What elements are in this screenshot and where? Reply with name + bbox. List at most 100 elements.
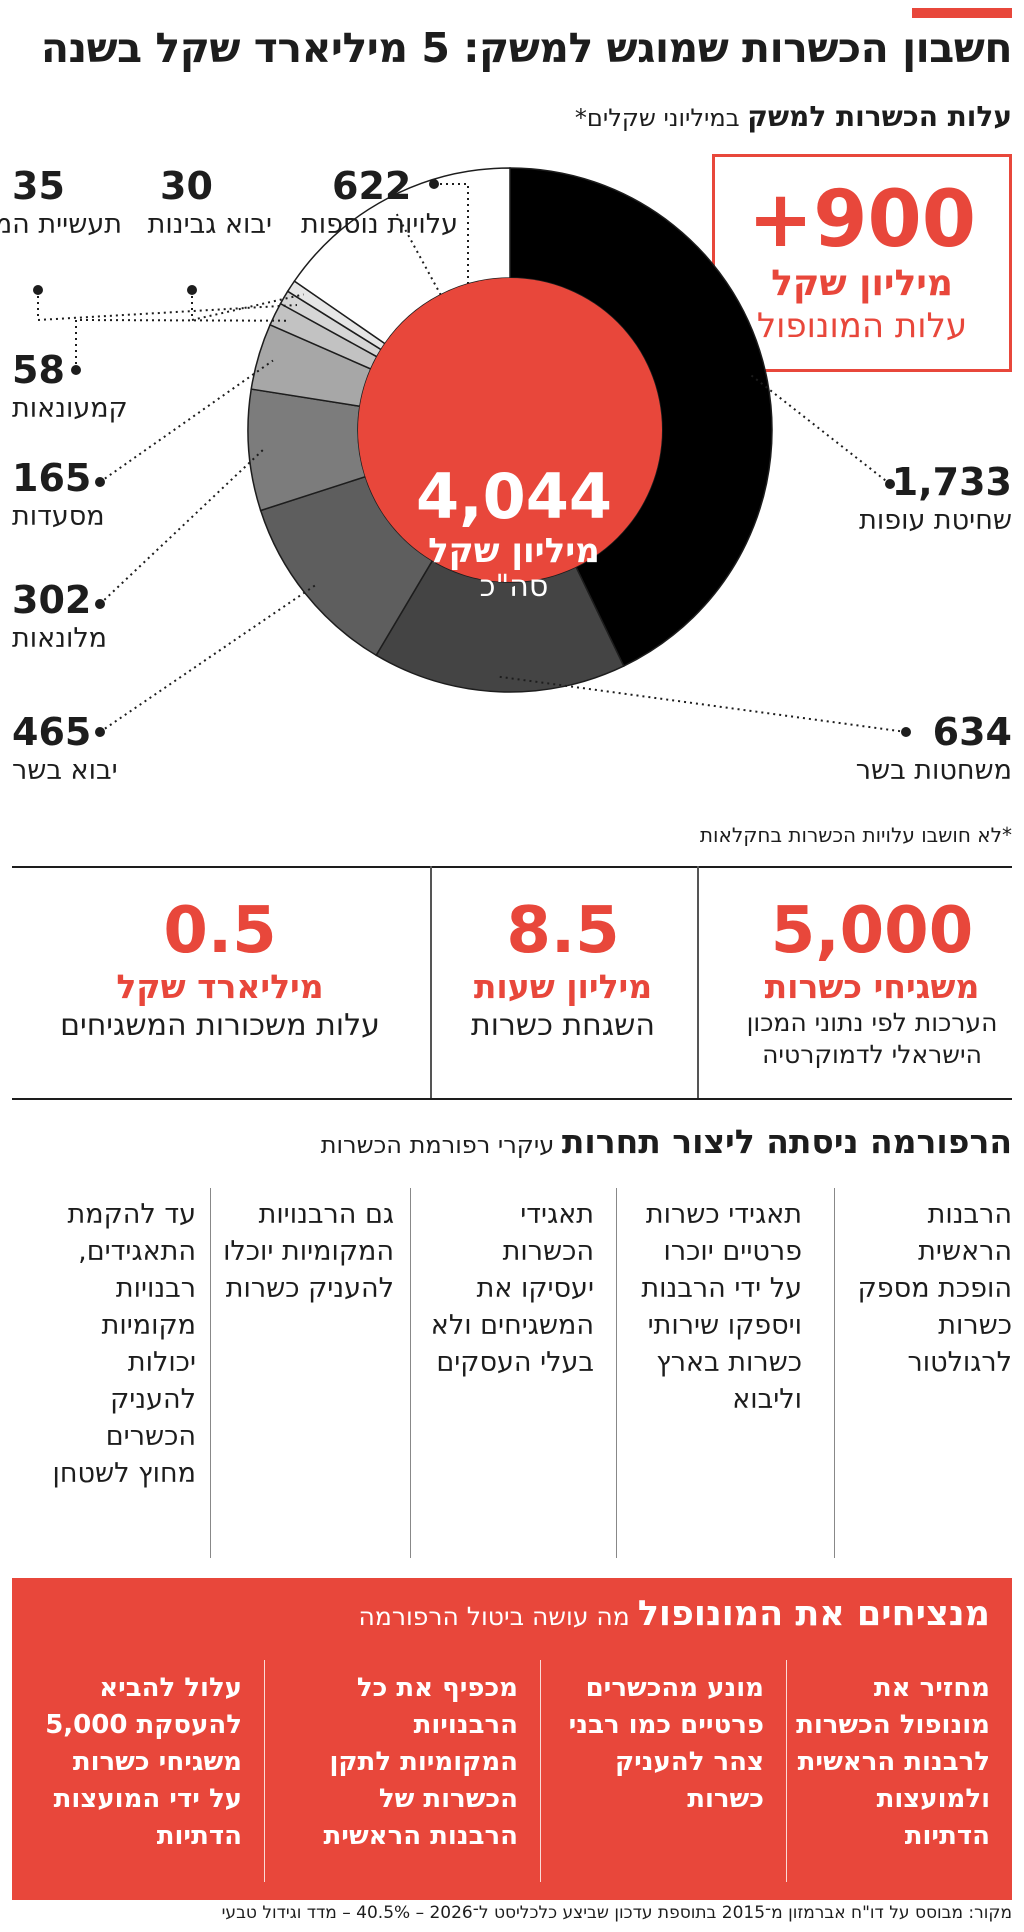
- repeal-heading-bold: מנציחים את המונופול: [637, 1594, 990, 1634]
- slice-label-cheese-import: 30 יבוא גבינות: [147, 164, 272, 241]
- repeal-point: מחזיר את מונופול הכשרות לרבנות הראשית ול…: [796, 1673, 990, 1851]
- column-divider: [264, 1660, 265, 1882]
- slice-label-slaughterhouses: 634 משחטות בשר: [856, 710, 1012, 787]
- chart-center-label: 4,044 מיליון שקל סה"כ: [384, 462, 644, 604]
- leader-dot: [71, 365, 81, 375]
- leader-dot: [885, 479, 895, 489]
- reform-point: תאגידי הכשרות יעסיקו את המשגיחים ולא בעל…: [430, 1199, 594, 1378]
- monopoly-cost-unit: מיליון שקל: [771, 263, 953, 304]
- slice-value: 35: [12, 164, 65, 208]
- divider: [12, 866, 1012, 868]
- chart-total-label: סה"כ: [479, 569, 549, 604]
- repeal-heading-sub: מה עושה ביטול הרפורמה: [358, 1602, 638, 1631]
- source-credit: מקור: מבוסס על דו"ח אברמזון מ־2015 בתוספ…: [221, 1903, 1012, 1923]
- stat-salaries: 0.5 מיליארד שקל עלות משכורות המשגיחים: [12, 895, 428, 1045]
- divider: [12, 1098, 1012, 1100]
- leader-dot: [429, 179, 439, 189]
- stat-description: השגחת כשרות: [470, 1008, 655, 1043]
- slice-category: עלויות נוספות: [301, 209, 458, 240]
- repeal-point: מכפיף את כל הרבנויות המקומיות לתקן הכשרו…: [323, 1673, 518, 1851]
- slice-value: 30: [160, 164, 213, 208]
- leader-dot: [187, 285, 197, 295]
- slice-value: 1,733: [891, 460, 1012, 504]
- slice-value: 58: [12, 348, 65, 392]
- reform-point: גם הרבנויות המקומיות יוכלו להעניק כשרות: [223, 1199, 394, 1304]
- column-divider: [410, 1188, 411, 1558]
- leader-line: [99, 448, 265, 605]
- slice-label-food-industry: 35 תעשיית המזון: [0, 164, 122, 241]
- repeal-panel: מנציחים את המונופול מה עושה ביטול הרפורמ…: [12, 1578, 1012, 1900]
- slice-category: מלונאות: [12, 623, 108, 654]
- reform-heading: הרפורמה ניסתה ליצור תחרות עיקרי רפורמת ה…: [321, 1122, 1012, 1161]
- stat-value: 0.5: [163, 894, 277, 968]
- slice-label-hotels: 302 מלונאות: [12, 578, 107, 655]
- column-divider: [786, 1660, 787, 1882]
- stat-value: 5,000: [770, 894, 974, 968]
- stat-description: הערכות לפי נתוני המכון הישראלי לדמוקרטיה: [746, 1008, 998, 1069]
- slice-category: יבוא בשר: [12, 755, 118, 786]
- slice-category: משחטות בשר: [855, 755, 1012, 786]
- slice-category: תעשיית המזון: [0, 209, 122, 240]
- slice-value: 622: [332, 164, 412, 208]
- donut-slices: [247, 167, 773, 693]
- chart-subtitle-unit: במיליוני שקלים*: [574, 104, 748, 132]
- repeal-point: מונע מהכשרים פרטיים כמו רבני צהר להעניק …: [568, 1673, 764, 1814]
- slice-label-retail: 58 קמעונאות: [12, 348, 128, 425]
- leader-line: [75, 318, 289, 370]
- chart-subtitle: עלות הכשרות למשק במיליוני שקלים*: [575, 100, 1012, 133]
- slice-value: 302: [12, 578, 92, 622]
- chart-total-value: 4,044: [415, 460, 613, 533]
- leader-dots: [33, 179, 911, 737]
- leader-line: [191, 290, 304, 322]
- leader-dot: [95, 599, 105, 609]
- divider: [697, 866, 699, 1098]
- center-circle: [358, 278, 662, 582]
- leader-line: [394, 183, 469, 346]
- column-divider: [616, 1188, 617, 1558]
- leader-line: [499, 675, 907, 733]
- slice-label-meat-import: 465 יבוא בשר: [12, 710, 118, 787]
- divider: [430, 866, 432, 1098]
- stat-description: עלות משכורות המשגיחים: [60, 1008, 380, 1043]
- chart-total-unit: מיליון שקל: [428, 531, 600, 571]
- slice-label-other-costs: 622 עלויות נוספות: [301, 164, 458, 241]
- reform-heading-bold: הרפורמה ניסתה ליצור תחרות: [561, 1122, 1012, 1161]
- reform-point: עד להקמת התאגידים, רבנויות מקומיות יכולו…: [52, 1199, 196, 1489]
- column-divider: [834, 1188, 835, 1558]
- stat-unit: מיליון שעות: [473, 967, 653, 1006]
- slice-label-restaurants: 165 מסעדות: [12, 456, 105, 533]
- column-divider: [540, 1660, 541, 1882]
- leader-dot: [33, 285, 43, 295]
- chart-subtitle-bold: עלות הכשרות למשק: [747, 100, 1012, 133]
- slice-label-poultry: 1,733 שחיטת עופות: [859, 460, 1012, 537]
- reform-point: תאגידי כשרות פרטיים יוכרו על ידי הרבנות …: [641, 1199, 802, 1415]
- column-divider: [210, 1188, 211, 1558]
- repeal-heading: מנציחים את המונופול מה עושה ביטול הרפורמ…: [359, 1594, 990, 1634]
- stat-unit: משגיחי כשרות: [764, 967, 980, 1006]
- leader-lines: [37, 183, 907, 733]
- reform-heading-sub: עיקרי רפורמת הכשרות: [320, 1131, 562, 1159]
- leader-dot: [901, 727, 911, 737]
- leader-dot: [95, 727, 105, 737]
- donut-chart: [33, 167, 911, 737]
- slice-category: יבוא גבינות: [147, 209, 272, 240]
- slice-value: 165: [12, 456, 92, 500]
- footnote: *לא חושבו עלויות הכשרות בחקלאות: [699, 823, 1012, 847]
- slice-value: 465: [12, 710, 92, 754]
- repeal-point: עלול להביא להעסקת 5,000 משגיחי כשרות על …: [45, 1673, 242, 1851]
- leader-dot: [95, 477, 105, 487]
- page-title: חשבון הכשרות שמוגש למשק: 5 מיליארד שקל ב…: [40, 24, 1013, 72]
- slice-value: 634: [932, 710, 1012, 754]
- stat-supervisors: 5,000 משגיחי כשרות הערכות לפי נתוני המכו…: [732, 895, 1012, 1071]
- monopoly-cost-callout: +900 מיליון שקל עלות המונופול: [712, 154, 1012, 372]
- stat-value: 8.5: [506, 894, 620, 968]
- leader-line: [99, 583, 318, 733]
- stat-unit: מיליארד שקל: [116, 967, 324, 1006]
- leader-line: [37, 290, 298, 322]
- monopoly-cost-label: עלות המונופול: [756, 306, 968, 346]
- stat-hours: 8.5 מיליון שעות השגחת כשרות: [430, 895, 696, 1045]
- slice-category: מסעדות: [12, 501, 105, 532]
- monopoly-cost-value: +900: [747, 175, 977, 265]
- reform-point: הרבנות הראשית הופכת מספק כשרות לרגולטור: [857, 1199, 1012, 1378]
- slice-category: קמעונאות: [12, 393, 128, 424]
